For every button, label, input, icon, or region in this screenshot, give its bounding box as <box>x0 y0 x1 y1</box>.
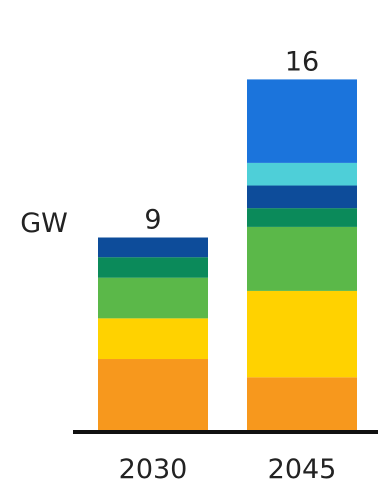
bar-segment-2030-1 <box>98 359 208 430</box>
bar-segment-2045-2 <box>247 290 357 378</box>
total-label-2030: 9 <box>144 205 161 236</box>
bar-segment-2045-5 <box>247 185 357 209</box>
bars-group <box>98 79 357 430</box>
category-label-2045: 2045 <box>268 454 337 485</box>
bar-segment-2045-7 <box>247 79 357 163</box>
bar-segment-2045-4 <box>247 208 357 227</box>
bar-segment-2030-2 <box>98 318 208 360</box>
bar-segment-2045-1 <box>247 377 357 430</box>
category-labels-group: 2030 2045 <box>119 454 337 485</box>
category-label-2030: 2030 <box>119 454 188 485</box>
bar-segment-2030-4 <box>98 257 208 278</box>
bar-segment-2045-3 <box>247 226 357 291</box>
bar-segment-2045-6 <box>247 162 357 186</box>
bar-segment-2030-3 <box>98 277 208 319</box>
total-labels-group: 9 16 <box>144 46 319 235</box>
y-axis-label: GW <box>20 208 68 239</box>
bar-segment-2030-5 <box>98 237 208 258</box>
total-label-2045: 16 <box>285 46 319 77</box>
